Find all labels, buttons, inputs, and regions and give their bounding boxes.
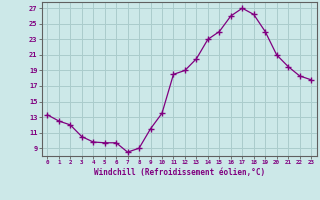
X-axis label: Windchill (Refroidissement éolien,°C): Windchill (Refroidissement éolien,°C) [94,168,265,177]
